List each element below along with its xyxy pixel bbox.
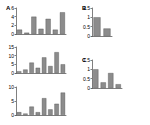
svg-text:B: B [82, 5, 87, 11]
svg-text:10: 10 [8, 53, 14, 59]
svg-text:0: 0 [11, 31, 14, 37]
svg-text:0: 0 [11, 70, 14, 76]
svg-text:5: 5 [11, 98, 14, 104]
svg-text:2: 2 [11, 22, 14, 28]
svg-text:1.5: 1.5 [83, 5, 90, 11]
svg-text:10: 10 [8, 84, 14, 90]
svg-text:A: A [6, 5, 11, 11]
svg-text:5: 5 [11, 61, 14, 67]
svg-text:1.5: 1.5 [83, 57, 90, 63]
svg-text:C: C [82, 57, 87, 63]
svg-text:6: 6 [11, 5, 14, 11]
svg-text:1: 1 [87, 14, 90, 20]
svg-text:15: 15 [8, 44, 14, 50]
svg-text:1: 1 [87, 66, 90, 72]
svg-text:0: 0 [87, 85, 90, 91]
svg-text:0.5: 0.5 [83, 76, 90, 82]
svg-text:0: 0 [87, 33, 90, 39]
svg-text:0.5: 0.5 [83, 24, 90, 30]
svg-text:0: 0 [11, 112, 14, 118]
svg-text:4: 4 [11, 14, 14, 20]
